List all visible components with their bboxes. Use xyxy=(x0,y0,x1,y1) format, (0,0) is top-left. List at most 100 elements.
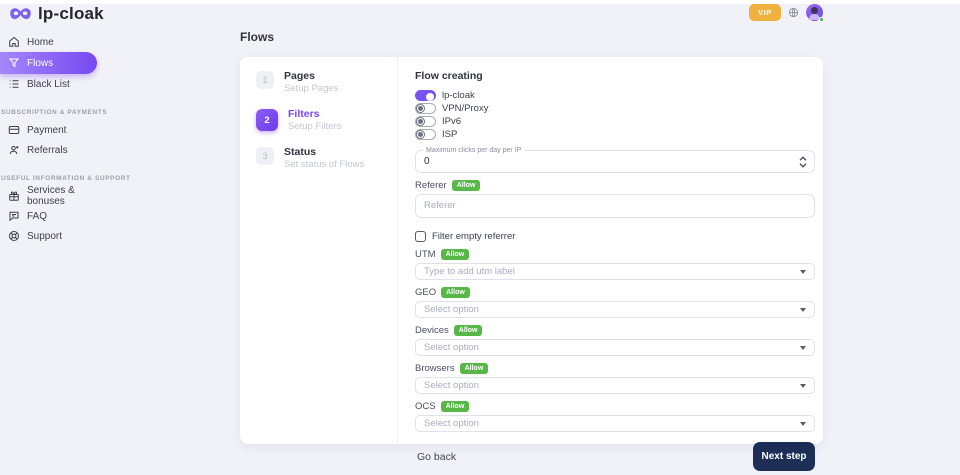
utm-label-row: UTM Allow xyxy=(415,248,815,260)
toggle-label: VPN/Proxy xyxy=(442,103,489,114)
logo[interactable]: lp-cloak xyxy=(9,4,104,24)
chevron-down-icon xyxy=(800,383,806,388)
top-strip xyxy=(0,0,960,4)
page-title: Flows xyxy=(240,30,275,44)
referer-label: Referer xyxy=(415,179,447,191)
section-title-text: USEFUL INFORMATION & SUPPORT xyxy=(1,174,131,182)
sidebar-item-label: Referrals xyxy=(27,144,68,156)
max-clicks-input[interactable] xyxy=(416,156,799,167)
sidebar-item-label: Home xyxy=(27,36,54,48)
select-placeholder: Select option xyxy=(424,342,479,353)
referer-input[interactable] xyxy=(415,194,815,218)
avatar-figure-body xyxy=(809,14,820,20)
ipv6-toggle[interactable] xyxy=(415,116,436,127)
form-title: Flow creating xyxy=(415,70,483,82)
header: lp-cloak VIP xyxy=(0,4,960,28)
mask-logo-icon xyxy=(9,7,32,21)
isp-toggle[interactable] xyxy=(415,129,436,140)
select-placeholder: Type to add utm label xyxy=(424,266,515,277)
geo-label: GEO xyxy=(415,286,437,298)
sidebar-item-label: Black List xyxy=(27,78,70,90)
geo-select[interactable]: Select option xyxy=(415,301,815,318)
blacklist-icon xyxy=(8,78,20,90)
toggle-row-vpn-proxy[interactable]: VPN/Proxy xyxy=(415,103,815,114)
vpn-proxy-toggle[interactable] xyxy=(415,103,436,114)
filter-empty-referrer-checkbox[interactable] xyxy=(415,230,426,242)
sidebar: Home Flows Black List SUBSCRIPTION & PAY… xyxy=(0,32,130,246)
browsers-select[interactable]: Select option xyxy=(415,377,815,394)
go-back-button[interactable]: Go back xyxy=(417,450,457,463)
step-subtitle: Set status of Flows xyxy=(284,159,365,170)
toggle-knob xyxy=(426,92,434,101)
utm-select[interactable]: Type to add utm label xyxy=(415,263,815,280)
toggle-knob xyxy=(417,105,424,112)
sidebar-item-referrals[interactable]: Referrals xyxy=(0,140,110,160)
browsers-label: Browsers xyxy=(415,362,455,374)
sidebar-item-payment[interactable]: Payment xyxy=(0,120,110,140)
sidebar-item-home[interactable]: Home xyxy=(0,32,110,52)
step-subtitle: Setup Pages xyxy=(284,83,339,94)
step-pages[interactable]: 1 Pages Setup Pages xyxy=(256,70,397,95)
ocs-label: OCS xyxy=(415,400,436,412)
ocs-allow-badge[interactable]: Allow xyxy=(440,400,470,412)
browsers-label-row: Browsers Allow xyxy=(415,362,815,374)
ocs-select[interactable]: Select option xyxy=(415,415,815,432)
referer-allow-badge[interactable]: Allow xyxy=(451,179,481,191)
sidebar-item-label: Flows xyxy=(27,57,54,69)
main-content: Flows 1 Pages Setup Pages 2 Filters Setu… xyxy=(240,30,824,471)
browsers-allow-badge[interactable]: Allow xyxy=(459,362,489,374)
step-subtitle: Setup Filters xyxy=(288,121,342,132)
utm-label: UTM xyxy=(415,248,436,260)
sidebar-item-label: Payment xyxy=(27,124,67,136)
referer-label-row: Referer Allow xyxy=(415,179,815,191)
checkbox-label: Filter empty referrer xyxy=(432,230,516,242)
flows-icon xyxy=(8,57,20,69)
gift-icon xyxy=(8,190,20,202)
toggle-label: IPv6 xyxy=(442,116,462,127)
number-stepper-icon[interactable] xyxy=(799,155,807,168)
utm-allow-badge[interactable]: Allow xyxy=(440,248,470,260)
form-footer: Go back Next step xyxy=(415,442,815,471)
avatar-figure xyxy=(811,7,818,14)
geo-label-row: GEO Allow xyxy=(415,286,815,298)
lp-cloak-toggle[interactable] xyxy=(415,90,436,101)
sidebar-item-flows[interactable]: Flows xyxy=(0,52,97,74)
filter-empty-referrer-row[interactable]: Filter empty referrer xyxy=(415,230,815,242)
faq-chat-icon xyxy=(8,210,20,222)
sidebar-item-label: Services & bonuses xyxy=(27,185,75,207)
step-number-badge: 3 xyxy=(256,147,274,165)
devices-select[interactable]: Select option xyxy=(415,339,815,356)
steps-panel: 1 Pages Setup Pages 2 Filters Setup Filt… xyxy=(240,57,398,444)
payment-card-icon xyxy=(8,124,20,136)
step-status[interactable]: 3 Status Set status of Flows xyxy=(256,146,397,171)
toggle-row-lp-cloak[interactable]: lp-cloak xyxy=(415,90,815,101)
sidebar-section-subscription: SUBSCRIPTION & PAYMENTS xyxy=(0,106,110,118)
geo-allow-badge[interactable]: Allow xyxy=(441,286,470,298)
section-title-text: SUBSCRIPTION & PAYMENTS xyxy=(1,108,108,116)
flow-card: 1 Pages Setup Pages 2 Filters Setup Filt… xyxy=(240,57,823,471)
globe-language-icon[interactable] xyxy=(788,7,799,18)
sidebar-item-black-list[interactable]: Black List xyxy=(0,74,110,94)
select-placeholder: Select option xyxy=(424,380,479,391)
referrals-person-icon xyxy=(8,144,20,156)
toggle-row-ipv6[interactable]: IPv6 xyxy=(415,116,815,127)
home-icon xyxy=(8,36,20,48)
toggle-knob xyxy=(417,118,424,125)
chevron-down-icon xyxy=(800,345,806,350)
sidebar-item-label: FAQ xyxy=(27,210,48,222)
chevron-down-icon xyxy=(800,307,806,312)
sidebar-item-services-bonuses[interactable]: Services & bonuses xyxy=(0,185,110,207)
next-step-button[interactable]: Next step xyxy=(753,442,815,471)
step-title: Filters xyxy=(288,108,320,120)
devices-allow-badge[interactable]: Allow xyxy=(453,324,483,336)
online-status-dot xyxy=(819,17,824,22)
sidebar-section-support: USEFUL INFORMATION & SUPPORT xyxy=(0,172,130,184)
toggle-row-isp[interactable]: ISP xyxy=(415,129,815,140)
sidebar-item-faq[interactable]: FAQ xyxy=(0,206,110,226)
max-clicks-label: Maximum clicks per day per IP xyxy=(423,147,525,155)
user-avatar[interactable] xyxy=(806,4,824,22)
step-filters[interactable]: 2 Filters Setup Filters xyxy=(256,108,397,133)
sidebar-item-support[interactable]: Support xyxy=(0,226,110,246)
vip-button[interactable]: VIP xyxy=(749,4,781,21)
